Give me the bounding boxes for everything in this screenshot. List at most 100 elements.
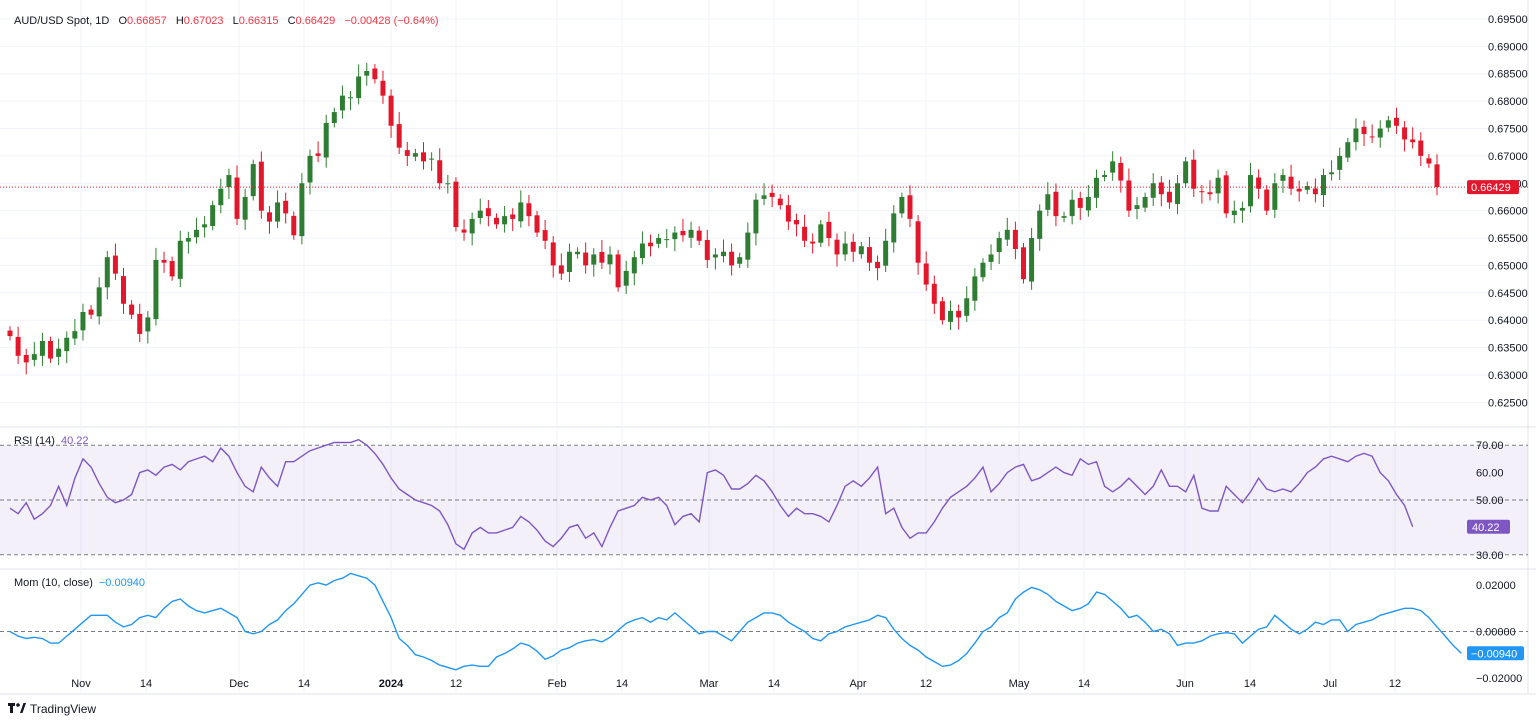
- candle-body: [1045, 194, 1051, 210]
- high-value: 0.67023: [183, 15, 224, 27]
- rsi-tick-label: 30.00: [1476, 550, 1504, 562]
- candle-body: [7, 330, 13, 337]
- candle-body: [1393, 117, 1399, 126]
- candle-body: [1175, 183, 1181, 205]
- close-value: 0.66429: [295, 15, 336, 27]
- candle-body: [842, 243, 848, 255]
- candle-body: [712, 254, 718, 258]
- candle-body: [1377, 128, 1383, 138]
- candle-body: [737, 257, 743, 264]
- momentum-value-tag: [1467, 646, 1524, 661]
- momentum-value: −0.00940: [98, 577, 146, 589]
- candle-body: [623, 270, 629, 286]
- candle-body: [39, 341, 45, 356]
- candle-body: [875, 261, 881, 269]
- price-tick-label: 0.67500: [1488, 123, 1528, 135]
- candle-body: [250, 164, 256, 197]
- candle-body: [996, 238, 1002, 253]
- axes: 0.69500 0.69000 0.68500 0.68000 0.67500 0.670…: [71, 14, 1528, 690]
- candle-body: [404, 150, 410, 156]
- candle-body: [834, 239, 840, 255]
- candle-body: [356, 76, 362, 99]
- time-tick-label: 14: [298, 678, 310, 690]
- candle-body: [607, 254, 613, 265]
- candle-body: [599, 252, 605, 263]
- candle-body: [534, 215, 540, 233]
- candle-body: [161, 259, 167, 263]
- candle-body: [883, 240, 889, 266]
- candle-body: [1207, 192, 1213, 195]
- candle-body: [761, 195, 767, 199]
- time-tick-label: Mar: [700, 678, 719, 690]
- candle-body: [583, 252, 589, 266]
- candle-body: [1280, 175, 1286, 181]
- candle-body: [988, 254, 994, 262]
- candle-body: [31, 354, 37, 360]
- momentum-label: Mom (10, close): [14, 577, 93, 589]
- candle-body: [866, 247, 872, 263]
- candle-body: [218, 188, 224, 206]
- candle-body: [1004, 229, 1010, 240]
- candle-body: [1085, 196, 1091, 211]
- change-value: −0.00428 (−0.64%): [344, 15, 439, 27]
- candle-body: [1093, 177, 1099, 198]
- candle-body: [688, 229, 694, 238]
- candle-body: [1029, 238, 1035, 282]
- time-tick-label: Nov: [71, 678, 91, 690]
- candle-body: [802, 226, 808, 241]
- candle-body: [696, 230, 702, 241]
- candle-body: [129, 304, 135, 315]
- candle-body: [145, 317, 151, 332]
- candle-body: [453, 181, 459, 228]
- candle-body: [1337, 155, 1343, 170]
- candle-body: [64, 337, 70, 352]
- candle-body: [948, 310, 954, 322]
- price-tick-label: 0.64500: [1488, 288, 1528, 300]
- candle-body: [364, 70, 370, 76]
- candle-body: [826, 221, 832, 239]
- price-tick-label: 0.62500: [1488, 397, 1528, 409]
- candle-body: [575, 251, 581, 255]
- candle-body: [72, 331, 78, 339]
- price-tick-label: 0.64000: [1488, 315, 1528, 327]
- candle-body: [858, 246, 864, 255]
- rsi-tick-label: 70.00: [1476, 440, 1504, 452]
- candle-body: [672, 232, 678, 240]
- price-tick-label: 0.68000: [1488, 96, 1528, 108]
- candle-body: [566, 251, 572, 272]
- candle-body: [745, 232, 751, 260]
- tradingview-logo-icon: [8, 702, 26, 716]
- momentum-pane: [0, 572, 1528, 671]
- candle-body: [372, 68, 378, 80]
- candle-body: [915, 221, 921, 263]
- rsi-pane: [0, 438, 1528, 556]
- brand[interactable]: TradingView: [8, 702, 96, 716]
- candle-body: [339, 95, 345, 111]
- candle-body: [234, 177, 240, 219]
- price-tick-label: 0.63500: [1488, 343, 1528, 355]
- candle-body: [461, 229, 467, 233]
- time-tick-label: 12: [920, 678, 932, 690]
- candle-body: [388, 95, 394, 126]
- rsi-line: [9, 438, 1414, 551]
- open-value: 0.66857: [127, 15, 167, 27]
- candle-body: [331, 112, 337, 124]
- candle-body: [469, 218, 475, 234]
- candle-body: [891, 213, 897, 243]
- candle-body: [972, 276, 978, 301]
- low-label: L: [232, 15, 239, 27]
- candle-body: [1053, 191, 1059, 217]
- candle-body: [307, 155, 313, 183]
- rsi-value: 40.22: [60, 435, 89, 447]
- candle-body: [664, 239, 670, 241]
- candle-body: [1199, 191, 1205, 193]
- candle-body: [680, 230, 686, 236]
- candle-body: [153, 259, 159, 320]
- high-label: H: [175, 15, 184, 27]
- candle-body: [1256, 177, 1262, 189]
- candle-body: [1166, 191, 1172, 203]
- low-value: 0.66315: [238, 15, 279, 27]
- candle-body: [437, 160, 443, 184]
- candle-body: [202, 224, 208, 228]
- candle-body: [80, 311, 86, 331]
